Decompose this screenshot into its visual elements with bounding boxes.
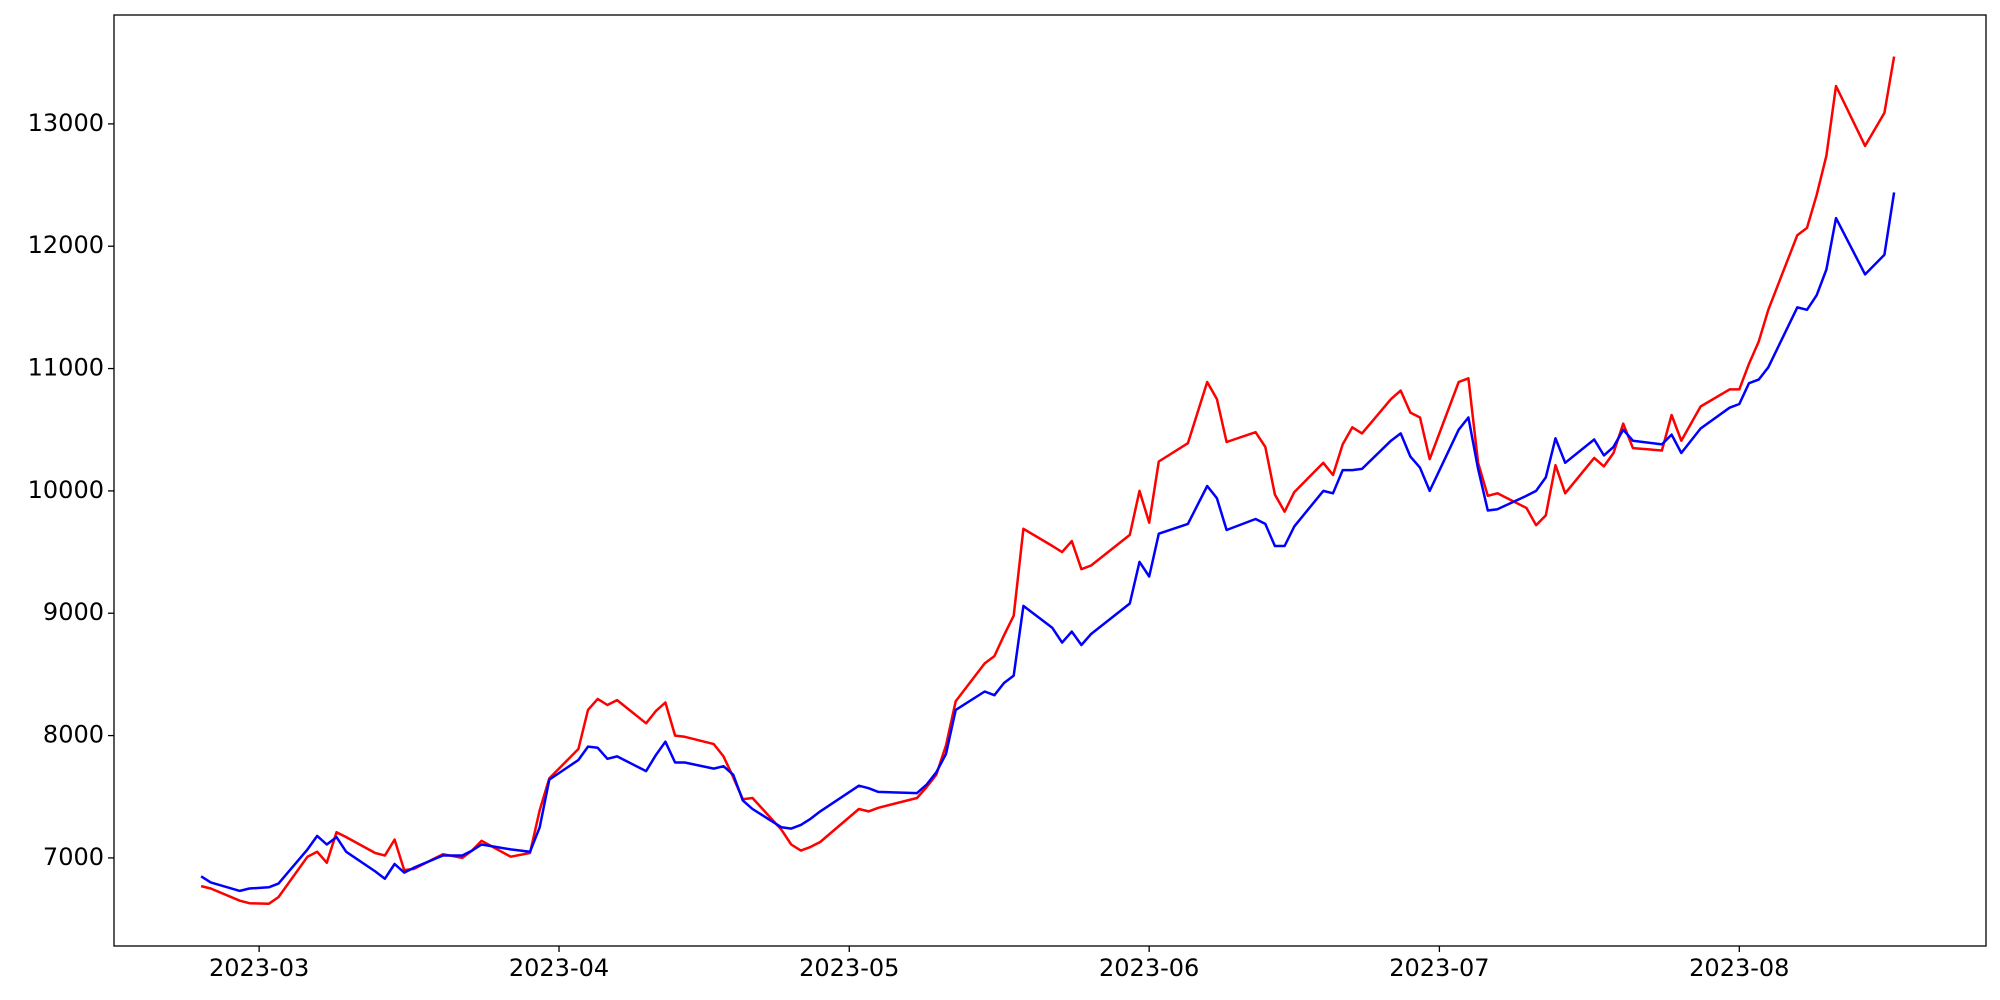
y-tick-label: 12000 [28,231,104,259]
y-tick-label: 8000 [43,721,104,749]
x-tick-label: 2023-04 [509,954,609,982]
x-tick-label: 2023-07 [1389,954,1489,982]
y-tick-label: 11000 [28,354,104,382]
y-tick-label: 7000 [43,843,104,871]
x-tick-label: 2023-08 [1689,954,1789,982]
y-tick-label: 9000 [43,598,104,626]
x-tick-label: 2023-06 [1099,954,1199,982]
x-tick-label: 2023-05 [799,954,899,982]
data-line [200,56,1896,906]
plot-frame [113,14,1987,947]
y-tick-label: 13000 [28,109,104,137]
y-tick-label: 10000 [28,476,104,504]
x-tick-label: 2023-03 [209,954,309,982]
data-line [200,192,1896,893]
